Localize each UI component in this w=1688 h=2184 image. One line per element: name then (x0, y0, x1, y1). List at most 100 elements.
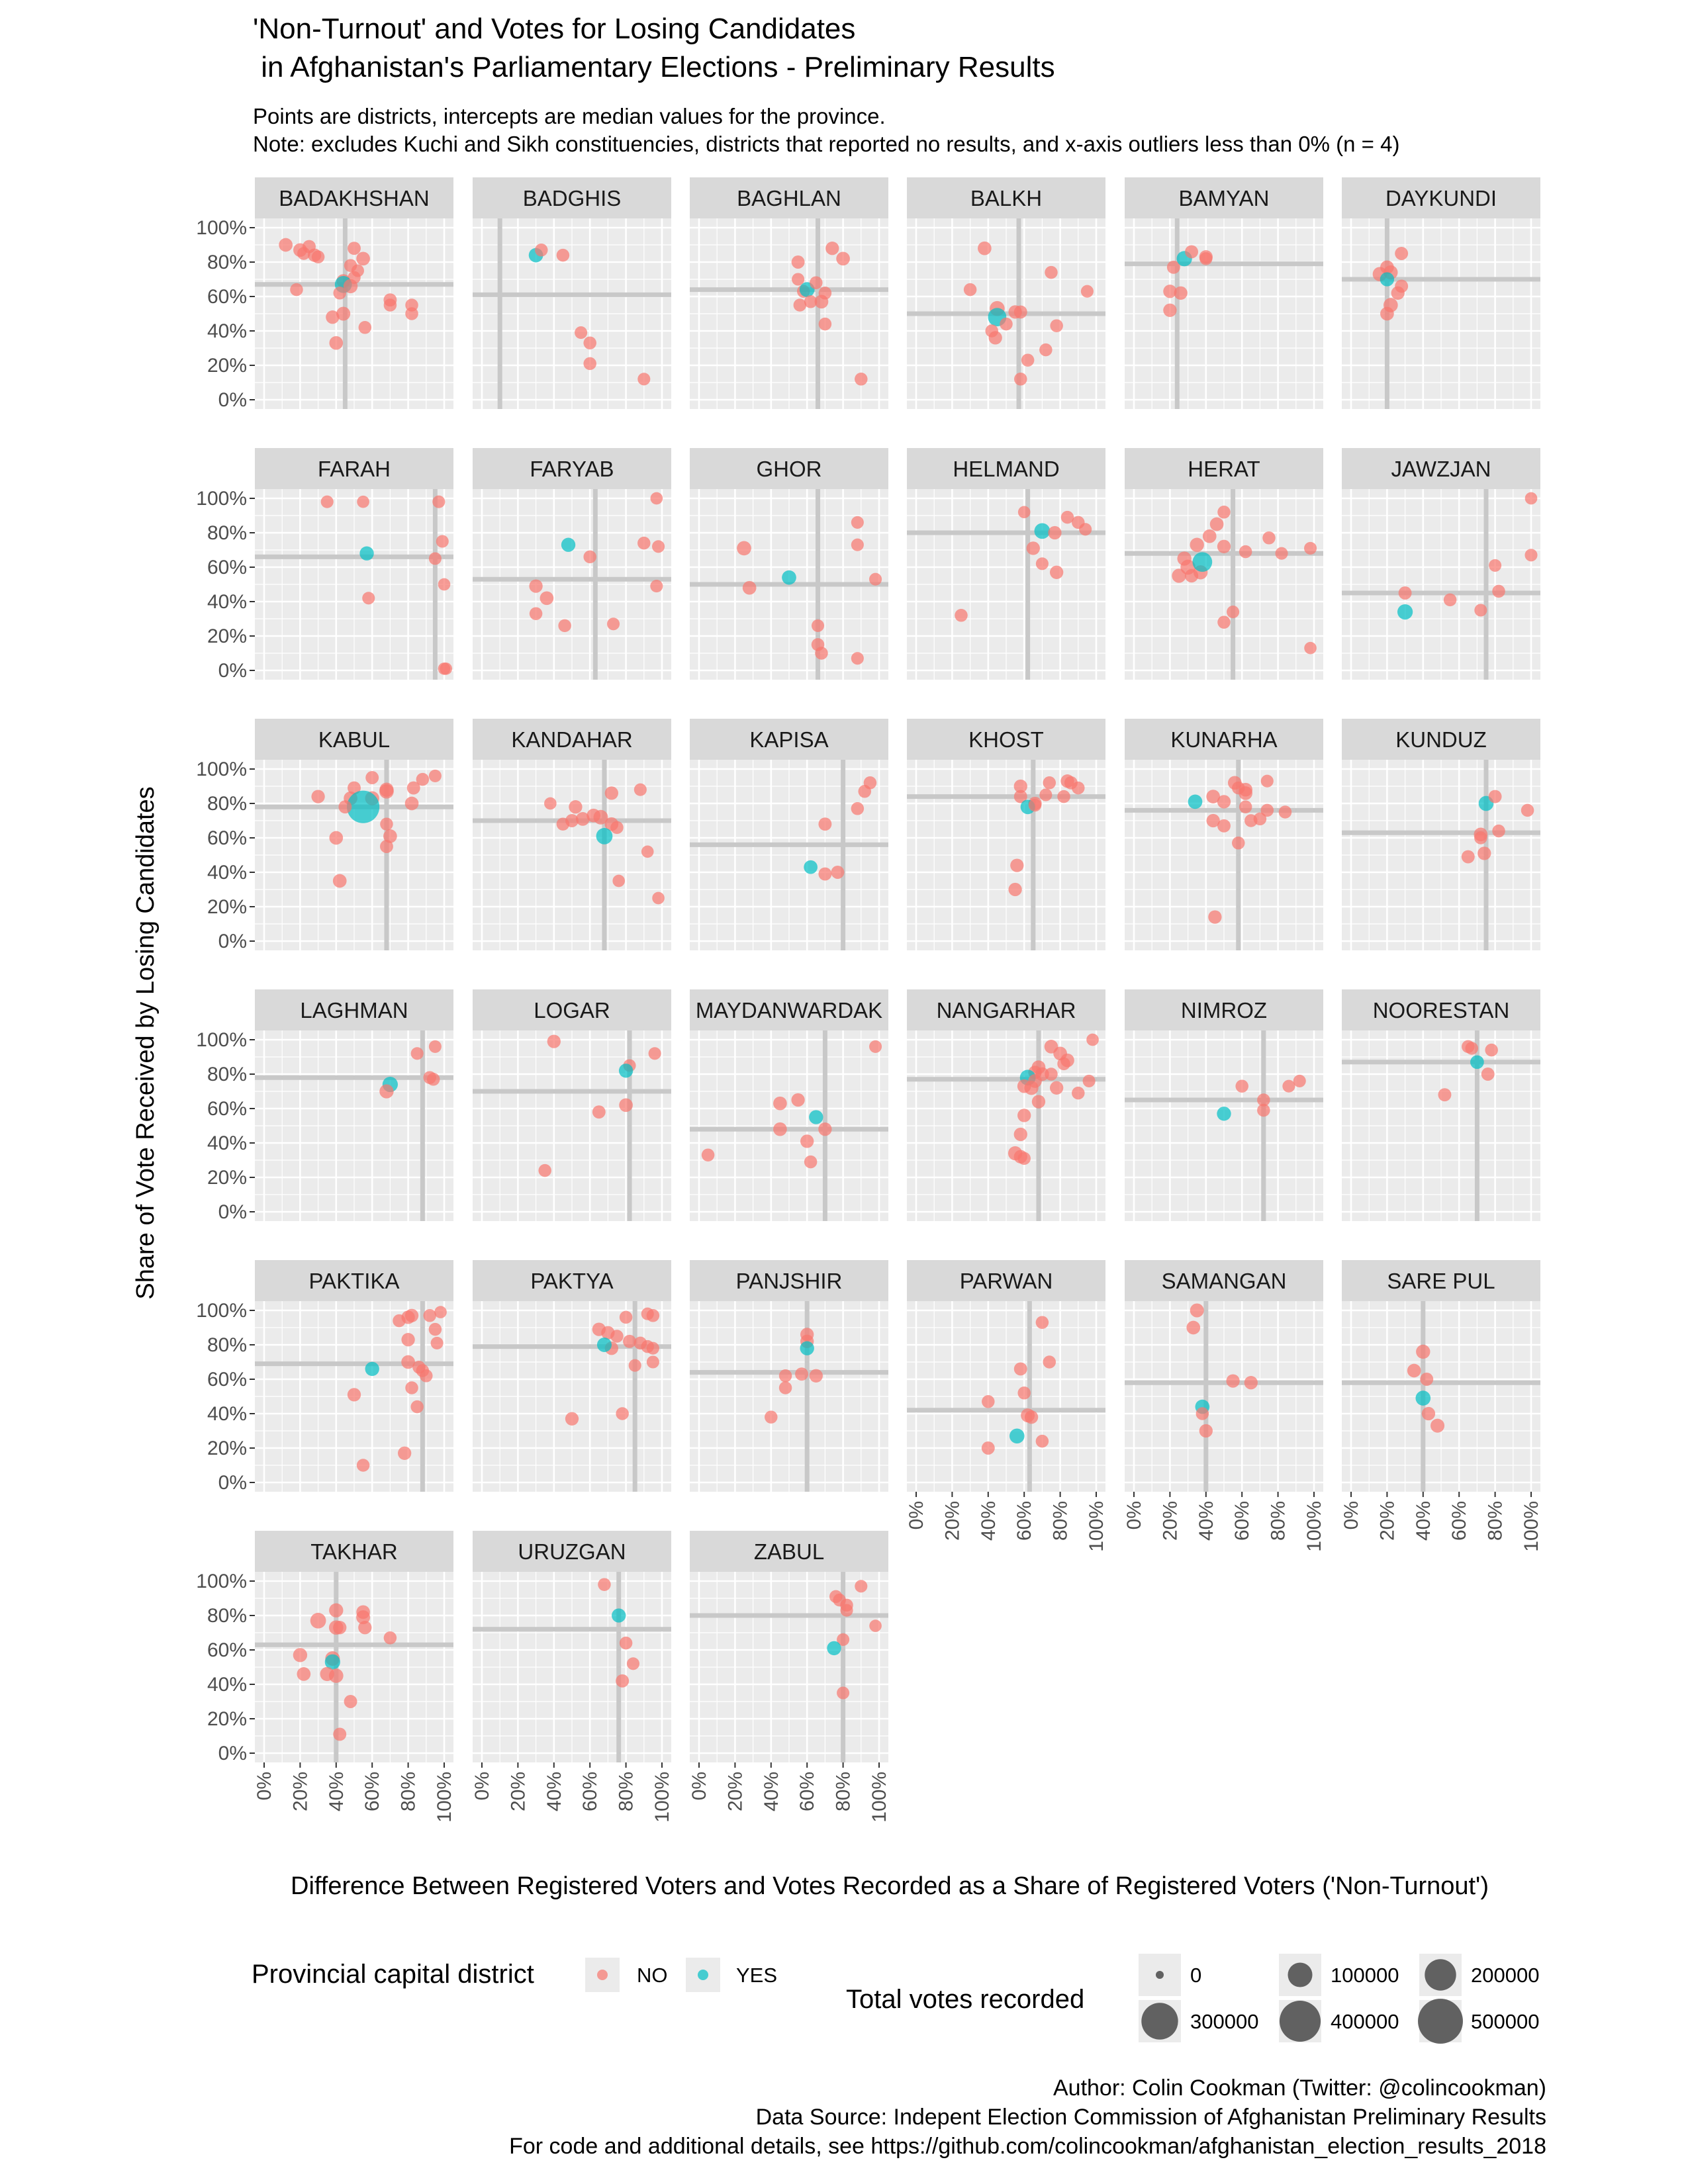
district-point (825, 242, 839, 255)
district-point (410, 1047, 424, 1060)
facet-strip (255, 177, 453, 218)
district-point-capital (347, 790, 380, 823)
district-point (773, 1122, 787, 1136)
legend-label-yes: YES (736, 1964, 777, 1987)
caption-code-link: For code and additional details, see htt… (509, 2134, 1546, 2159)
district-point-capital (365, 1361, 379, 1377)
y-tick-label: 60% (207, 286, 247, 308)
facet-strip-label: HELMAND (953, 457, 1059, 481)
district-point (358, 1621, 372, 1635)
district-point (428, 1322, 442, 1336)
facet-helmand: HELMAND (907, 448, 1105, 680)
district-point (742, 580, 757, 595)
facet-panels: BADAKHSHAN 0% 20% 40% 60% 80% 100% BADGHIS BAGHL… (196, 177, 1542, 1823)
district-point-capital (1217, 1107, 1231, 1121)
district-point (290, 283, 303, 296)
x-tick-label: 20% (289, 1772, 311, 1811)
district-point (1013, 790, 1027, 803)
panel-plot-area (907, 489, 1105, 680)
district-point (804, 1155, 818, 1169)
facet-strip-label: SAMANGAN (1162, 1269, 1287, 1293)
district-point (855, 1580, 868, 1593)
y-axis-title: Share of Vote Received by Losing Candida… (132, 786, 160, 1299)
district-point (1293, 1074, 1306, 1087)
panel-plot-area (1125, 489, 1323, 680)
facet-strip-label: BALKH (970, 186, 1042, 210)
x-tick-label: 40% (326, 1772, 348, 1811)
x-tick-label: 100% (1086, 1501, 1107, 1552)
facet-strip-label: KUNDUZ (1395, 727, 1487, 752)
panel-plot-area (1342, 1301, 1540, 1492)
district-point (539, 591, 554, 606)
facet-strip (473, 1531, 671, 1572)
district-point (1080, 285, 1094, 298)
facet-faryab: FARYAB (473, 448, 671, 680)
y-tick-label: 20% (207, 625, 247, 647)
district-point (869, 572, 882, 586)
facet-strip-label: KHOST (968, 727, 1044, 752)
district-point (1026, 541, 1040, 555)
district-point (616, 1407, 629, 1420)
district-point (1489, 559, 1502, 572)
district-point (1208, 910, 1222, 924)
district-point (1239, 545, 1252, 559)
district-point (310, 1612, 326, 1629)
facet-strip-label: PANJSHIR (736, 1269, 843, 1293)
y-tick-label: 40% (207, 1674, 247, 1696)
district-point (569, 800, 583, 814)
x-tick-label: 0% (1340, 1501, 1362, 1529)
district-point (1380, 306, 1394, 321)
district-point (800, 1134, 814, 1148)
district-point (297, 247, 310, 260)
district-point (401, 1333, 415, 1347)
y-tick-label: 100% (196, 1570, 247, 1592)
facet-strip (690, 1260, 888, 1301)
district-point (333, 1621, 347, 1635)
district-point (1045, 1068, 1058, 1081)
district-point (1190, 1303, 1204, 1318)
district-point (404, 796, 419, 811)
size-key-circle (1141, 2003, 1178, 2040)
facet-strip-label: KAPISA (749, 727, 828, 752)
district-point (1488, 790, 1502, 803)
district-point (1039, 788, 1053, 801)
panel-plot-area (1342, 489, 1540, 680)
facet-daykundi: DAYKUNDI (1342, 177, 1540, 409)
panel-plot-area (1125, 1301, 1323, 1492)
facet-herat: HERAT (1125, 448, 1323, 680)
x-tick-label: 60% (579, 1772, 601, 1811)
x-tick-label: 100% (1303, 1501, 1325, 1552)
district-point (1199, 1424, 1213, 1438)
district-point (1524, 549, 1538, 562)
size-legend: Total votes recorded 0 100000 200000 300000… (846, 1954, 1539, 2044)
district-point (793, 298, 807, 312)
district-point (1048, 525, 1062, 540)
district-point-capital (1470, 1055, 1484, 1069)
x-tick-label: 80% (398, 1772, 420, 1811)
panel-plot-area (473, 1301, 671, 1492)
district-point (1043, 776, 1056, 790)
district-point (1190, 537, 1204, 552)
x-tick-label: 60% (361, 1772, 383, 1811)
facet-strip-label: KABUL (318, 727, 390, 752)
x-tick-label: 100% (651, 1772, 673, 1823)
subtitle-line-2: Note: excludes Kuchi and Sikh constituen… (253, 132, 1399, 156)
facet-strip (255, 1260, 453, 1301)
facet-kandahar: KANDAHAR (473, 719, 671, 950)
facet-strip-label: TAKHAR (310, 1539, 397, 1564)
district-point (598, 1578, 611, 1591)
x-tick-label: 40% (543, 1772, 565, 1811)
facet-strip (907, 448, 1105, 489)
district-point (333, 287, 346, 300)
district-point (851, 516, 864, 529)
district-point (383, 298, 397, 312)
district-point (646, 1342, 659, 1355)
district-point (610, 1330, 624, 1343)
title-line-1: 'Non-Turnout' and Votes for Losing Candi… (253, 13, 855, 45)
district-point (1206, 790, 1221, 803)
district-point (592, 1322, 606, 1336)
legend-label-no: NO (637, 1964, 668, 1987)
district-point (804, 295, 818, 308)
subtitle-line-1: Points are districts, intercepts are med… (253, 104, 886, 128)
panel-grid (1342, 489, 1540, 680)
